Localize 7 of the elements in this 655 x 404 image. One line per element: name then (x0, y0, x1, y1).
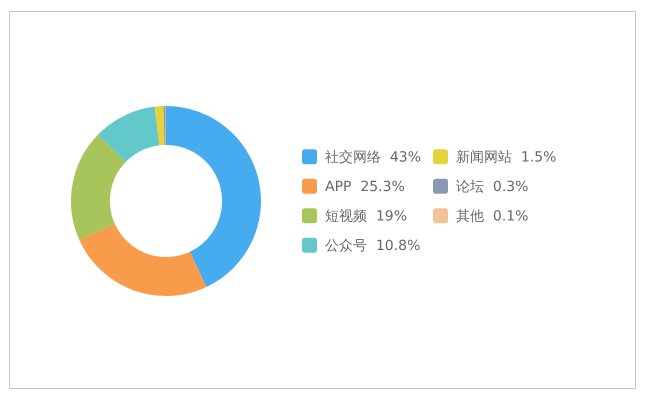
legend-label: 社交网络 43% (325, 149, 422, 166)
legend-label: 新闻网站 1.5% (456, 149, 556, 166)
legend-label: APP 25.3% (325, 178, 405, 195)
legend-label: 其他 0.1% (456, 208, 528, 224)
legend-label: 短视频 19% (325, 208, 408, 224)
legend-label: 公众号 10.8% (325, 238, 420, 254)
legend-label: 论坛 0.3% (456, 178, 528, 195)
